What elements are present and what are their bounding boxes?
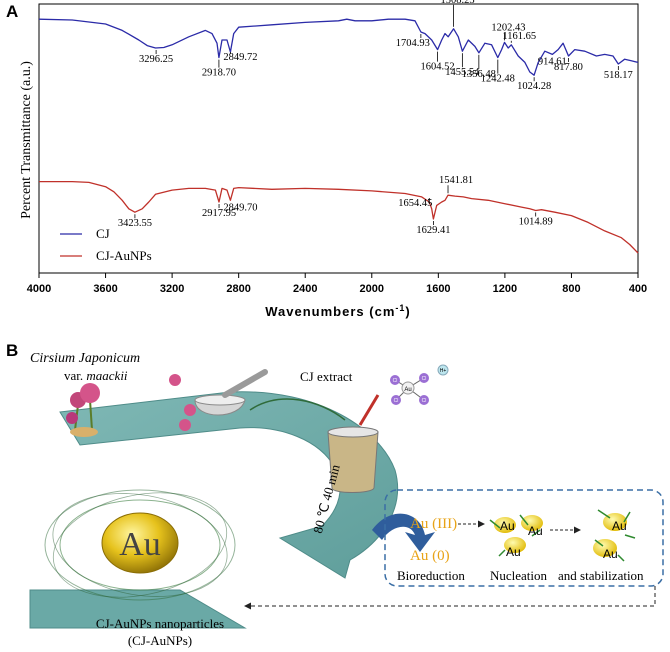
complex-ligand-4: Cl: [422, 398, 427, 404]
flying-flower-1: [169, 374, 181, 386]
peak-label: 1202.43: [491, 22, 525, 33]
step-stabilization: and stabilization: [558, 568, 644, 583]
mortar-pestle-icon: [194, 369, 268, 416]
peak-label: 1629.41: [416, 225, 450, 236]
peak-label: 1242.48: [481, 74, 515, 85]
x-tick-label: 3200: [160, 283, 184, 295]
legend-label-cj: CJ: [96, 226, 110, 241]
gold-core: [101, 512, 179, 574]
return-arrow: [244, 586, 656, 610]
nucleation-cluster: Au Au Au: [489, 514, 543, 559]
plant-illustration: [66, 374, 196, 437]
peak-label: 1704.93: [396, 38, 430, 49]
peak-label: 1508.23: [441, 0, 475, 6]
x-axis-label: Wavenumbers (cm-1): [265, 303, 410, 319]
gold-nanoparticle-illustration: Au: [44, 489, 236, 601]
au-iii-label: Au (III): [410, 516, 457, 532]
flying-flower-2: [184, 404, 196, 416]
peak-label: 817.80: [554, 62, 583, 73]
beaker-icon: [327, 394, 380, 493]
peak-label: 1455.54: [445, 67, 480, 78]
complex-ligand-2: Cl: [422, 376, 427, 382]
flying-flower-3: [179, 419, 191, 431]
step-nucleation: Nucleation: [490, 568, 548, 583]
x-tick-label: 2400: [293, 283, 317, 295]
peak-label: 1654.45: [398, 198, 432, 209]
stabilization-au-2: Au: [603, 547, 618, 561]
x-tick-label: 2000: [360, 283, 384, 295]
peak-label: 2849.70: [223, 202, 257, 213]
process-arrow-icon: [372, 513, 435, 552]
peak-label: 2918.70: [202, 68, 236, 79]
x-tick-label: 1200: [493, 283, 517, 295]
legend: CJ CJ-AuNPs: [60, 226, 152, 263]
x-tick-label: 2800: [226, 283, 250, 295]
peak-label: 1541.81: [439, 175, 473, 186]
peak-label: 3423.55: [118, 218, 152, 229]
y-axis-label: Percent Transmittance (a.u.): [19, 61, 34, 219]
peak-label: 1161.65: [502, 31, 536, 42]
plant-variety: var. maackii: [64, 368, 128, 383]
peak-label: 1024.28: [517, 81, 551, 92]
series-line-cj: [38, 18, 639, 76]
plot-frame: [38, 3, 639, 274]
peak-label: 1356.48: [462, 69, 496, 80]
nucleation-au-3: Au: [506, 545, 521, 559]
complex-ligand-1: Cl: [393, 378, 398, 384]
step-bioreduction: Bioreduction: [397, 568, 465, 583]
peak-label: 2917.95: [202, 208, 236, 219]
extract-strand: [249, 398, 346, 421]
product-label-line1: CJ-AuNPs nanoparticles: [96, 616, 224, 631]
peak-label: 3296.25: [139, 54, 173, 65]
x-tick-label: 4000: [27, 283, 51, 295]
series-layer: [38, 18, 639, 254]
series-line-cj-aunps: [39, 180, 639, 254]
plant-var-prefix: var.: [64, 368, 83, 383]
stabilization-au-1: Au: [612, 519, 627, 533]
x-axis-ticks: 4000 3600 3200 2800 2400 2000 1600 1200 800 400: [27, 273, 647, 295]
complex-ligand-3: Cl: [394, 398, 399, 404]
panel-b-letter: B: [6, 341, 18, 360]
legend-label-cj-aunps: CJ-AuNPs: [96, 248, 152, 263]
x-tick-label: 400: [629, 283, 647, 295]
plant-name: Cirsium Japonicum: [30, 351, 140, 366]
peak-label: 1604.52: [421, 62, 455, 73]
peak-label: 2849.72: [223, 52, 257, 63]
plant-var-name: maackii: [86, 368, 128, 383]
peak-label: 914.61: [538, 56, 567, 67]
stabilization-cluster: Au Au: [593, 509, 636, 562]
complex-center-label: Au: [404, 387, 411, 393]
x-tick-label: 1600: [426, 283, 450, 295]
x-tick-label: 800: [562, 283, 580, 295]
mechanism-box: [384, 489, 664, 587]
au-0-label: Au (0): [410, 548, 450, 564]
peak-label: 1014.89: [519, 217, 553, 228]
product-label-line2: (CJ-AuNPs): [128, 633, 192, 648]
peak-label-layer: 3296.25 2918.70 2849.72 1704.93 1604.52 1508.…: [118, 0, 633, 236]
extract-label: CJ extract: [300, 369, 353, 384]
nucleation-au-2: Au: [528, 524, 543, 538]
proton-label: H+: [440, 368, 447, 374]
panel-a-letter: A: [6, 2, 18, 21]
x-tick-label: 3600: [93, 283, 117, 295]
process-ramp: [59, 391, 399, 579]
nucleation-au-1: Au: [500, 519, 515, 533]
peak-label: 518.17: [604, 70, 633, 81]
aucl4-complex: Au Cl Cl Cl Cl H+: [390, 364, 449, 405]
gold-core-label: Au: [119, 526, 161, 563]
